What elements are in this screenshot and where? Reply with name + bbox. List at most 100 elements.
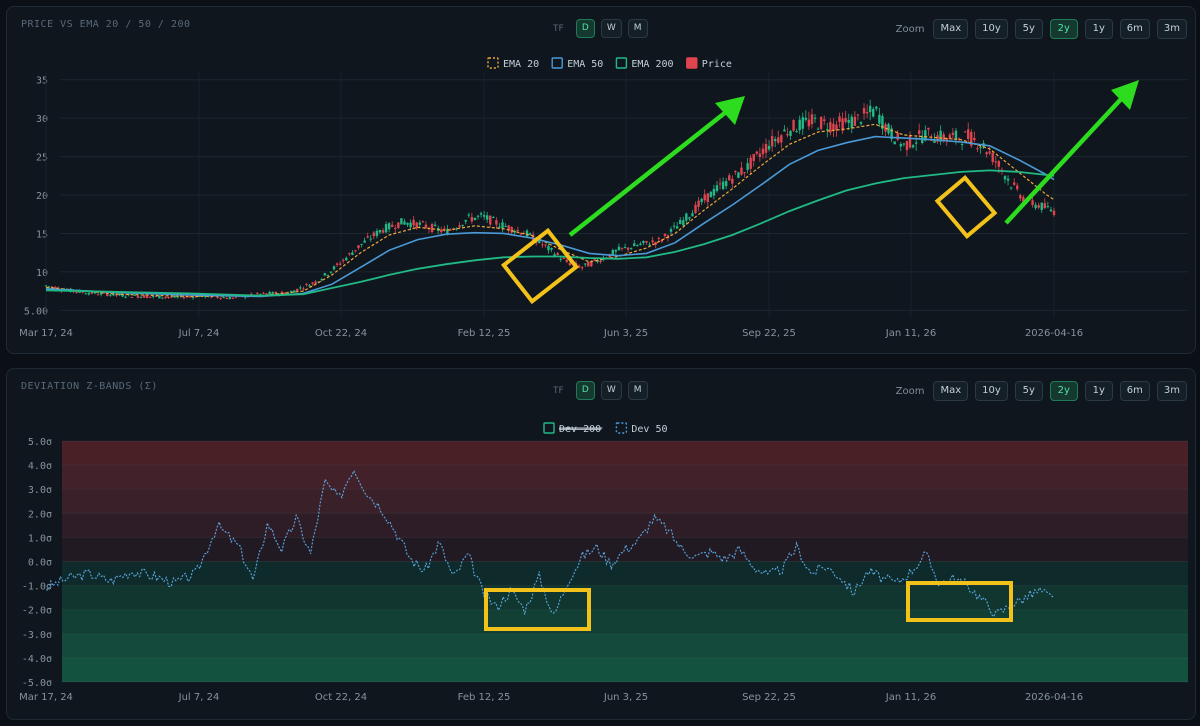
zoom-button-6m[interactable]: 6m bbox=[1119, 381, 1150, 401]
candle-body bbox=[455, 228, 458, 230]
candle-body bbox=[191, 296, 195, 298]
candle-body bbox=[222, 297, 225, 299]
candle-body bbox=[167, 296, 170, 298]
candle-body bbox=[706, 193, 709, 202]
candle-body bbox=[626, 247, 630, 250]
candle-body bbox=[305, 284, 308, 286]
candle-body bbox=[467, 214, 471, 216]
candle-body bbox=[899, 144, 903, 147]
candle-body bbox=[357, 245, 360, 249]
candle-body bbox=[176, 296, 179, 298]
candle-body bbox=[418, 222, 421, 225]
candle-body bbox=[829, 122, 832, 133]
candle-body bbox=[997, 161, 1001, 167]
candle-body bbox=[84, 293, 88, 295]
zoom-button-2y[interactable]: 2y bbox=[1049, 19, 1078, 39]
candle-body bbox=[914, 142, 918, 144]
tf-button-d[interactable]: D bbox=[575, 381, 595, 400]
tf-button-w[interactable]: W bbox=[600, 381, 622, 400]
y-tick-label: 3.0σ bbox=[28, 485, 52, 496]
candle-body bbox=[75, 291, 78, 293]
zoom-button-1y[interactable]: 1y bbox=[1084, 19, 1113, 39]
candle-body bbox=[654, 241, 657, 245]
candle-body bbox=[384, 224, 388, 233]
zoom-button-3m[interactable]: 3m bbox=[1156, 19, 1187, 39]
zoom-button-10y[interactable]: 10y bbox=[975, 19, 1008, 39]
candle-body bbox=[657, 237, 660, 239]
candle-body bbox=[458, 225, 461, 228]
candle-body bbox=[109, 294, 112, 296]
zoom-button-3m[interactable]: 3m bbox=[1156, 381, 1187, 401]
candle-body bbox=[443, 228, 446, 230]
y-tick-label: 0.0σ bbox=[28, 558, 52, 569]
zoom-group: Zoom Max 10y 5y 2y 1y 6m 3m bbox=[896, 381, 1187, 401]
candle-body bbox=[939, 130, 942, 142]
candle-body bbox=[801, 117, 804, 129]
tf-button-d[interactable]: D bbox=[575, 19, 595, 38]
tf-button-m[interactable]: M bbox=[627, 381, 648, 400]
zoom-button-10y[interactable]: 10y bbox=[975, 381, 1008, 401]
zoom-button-6m[interactable]: 6m bbox=[1119, 19, 1150, 39]
candle-body bbox=[173, 295, 176, 298]
zoom-button-5y[interactable]: 5y bbox=[1014, 19, 1043, 39]
candle-body bbox=[761, 148, 765, 155]
candle-body bbox=[786, 133, 789, 136]
zoom-button-max[interactable]: Max bbox=[933, 19, 969, 39]
candle-body bbox=[807, 119, 811, 127]
candle-body bbox=[838, 116, 841, 122]
timeframe-label: TF bbox=[553, 385, 564, 396]
legend-swatch bbox=[487, 57, 499, 69]
candle-body bbox=[740, 167, 743, 175]
y-tick-label: -3.0σ bbox=[22, 630, 52, 641]
y-tick-label: 25 bbox=[36, 153, 48, 164]
candle-body bbox=[289, 291, 293, 293]
y-tick-label: 5.00 bbox=[24, 306, 48, 317]
candle-body bbox=[936, 135, 939, 142]
dev-50-line bbox=[45, 469, 1055, 618]
y-tick-label: -4.0σ bbox=[22, 654, 52, 665]
tf-button-w[interactable]: W bbox=[600, 19, 622, 38]
candle-body bbox=[482, 215, 486, 217]
highlight-box bbox=[500, 227, 580, 305]
price-candles bbox=[44, 99, 1056, 301]
candle-body bbox=[127, 294, 130, 296]
candle-body bbox=[859, 122, 863, 124]
price-chart: 5.00 10 15 20 25 30 35 Mar 17, 24 Jul 7, 24 Oct 2… bbox=[19, 57, 1188, 339]
candle-body bbox=[53, 287, 57, 290]
candle-body bbox=[296, 288, 299, 292]
tf-button-m[interactable]: M bbox=[627, 19, 648, 38]
legend: EMA 20 EMA 50 EMA 200 Price bbox=[487, 57, 732, 70]
candle-body bbox=[234, 296, 238, 298]
candle-body bbox=[884, 124, 887, 132]
legend-label: Dev 50 bbox=[631, 424, 667, 435]
candle-body bbox=[1009, 187, 1013, 189]
candle-body bbox=[804, 117, 808, 120]
timeframe-group: TF D W M bbox=[553, 19, 648, 38]
candle-body bbox=[639, 243, 642, 245]
candle-body bbox=[446, 228, 449, 236]
candle-body bbox=[1049, 209, 1053, 212]
candle-body bbox=[228, 297, 232, 300]
zoom-button-max[interactable]: Max bbox=[933, 381, 969, 401]
candle-body bbox=[1019, 195, 1022, 199]
candle-body bbox=[541, 244, 544, 246]
zoom-button-2y[interactable]: 2y bbox=[1049, 381, 1078, 401]
candle-body bbox=[139, 296, 143, 298]
candle-body bbox=[421, 221, 425, 223]
candle-body bbox=[856, 114, 860, 116]
panel-title: PRICE VS EMA 20 / 50 / 200 bbox=[21, 19, 191, 30]
candle-body bbox=[50, 286, 54, 288]
candle-body bbox=[1006, 178, 1010, 181]
candle-body bbox=[96, 294, 100, 296]
candle-body bbox=[265, 293, 268, 295]
candle-body bbox=[485, 215, 489, 220]
x-tick-label: Jun 3, 25 bbox=[603, 692, 648, 703]
candle-body bbox=[406, 222, 409, 225]
zoom-button-1y[interactable]: 1y bbox=[1084, 381, 1113, 401]
candle-body bbox=[553, 254, 556, 257]
zoom-label: Zoom bbox=[895, 385, 925, 397]
candle-body bbox=[633, 243, 636, 247]
candle-body bbox=[292, 290, 296, 293]
zoom-button-5y[interactable]: 5y bbox=[1014, 381, 1043, 401]
candle-body bbox=[504, 226, 507, 228]
